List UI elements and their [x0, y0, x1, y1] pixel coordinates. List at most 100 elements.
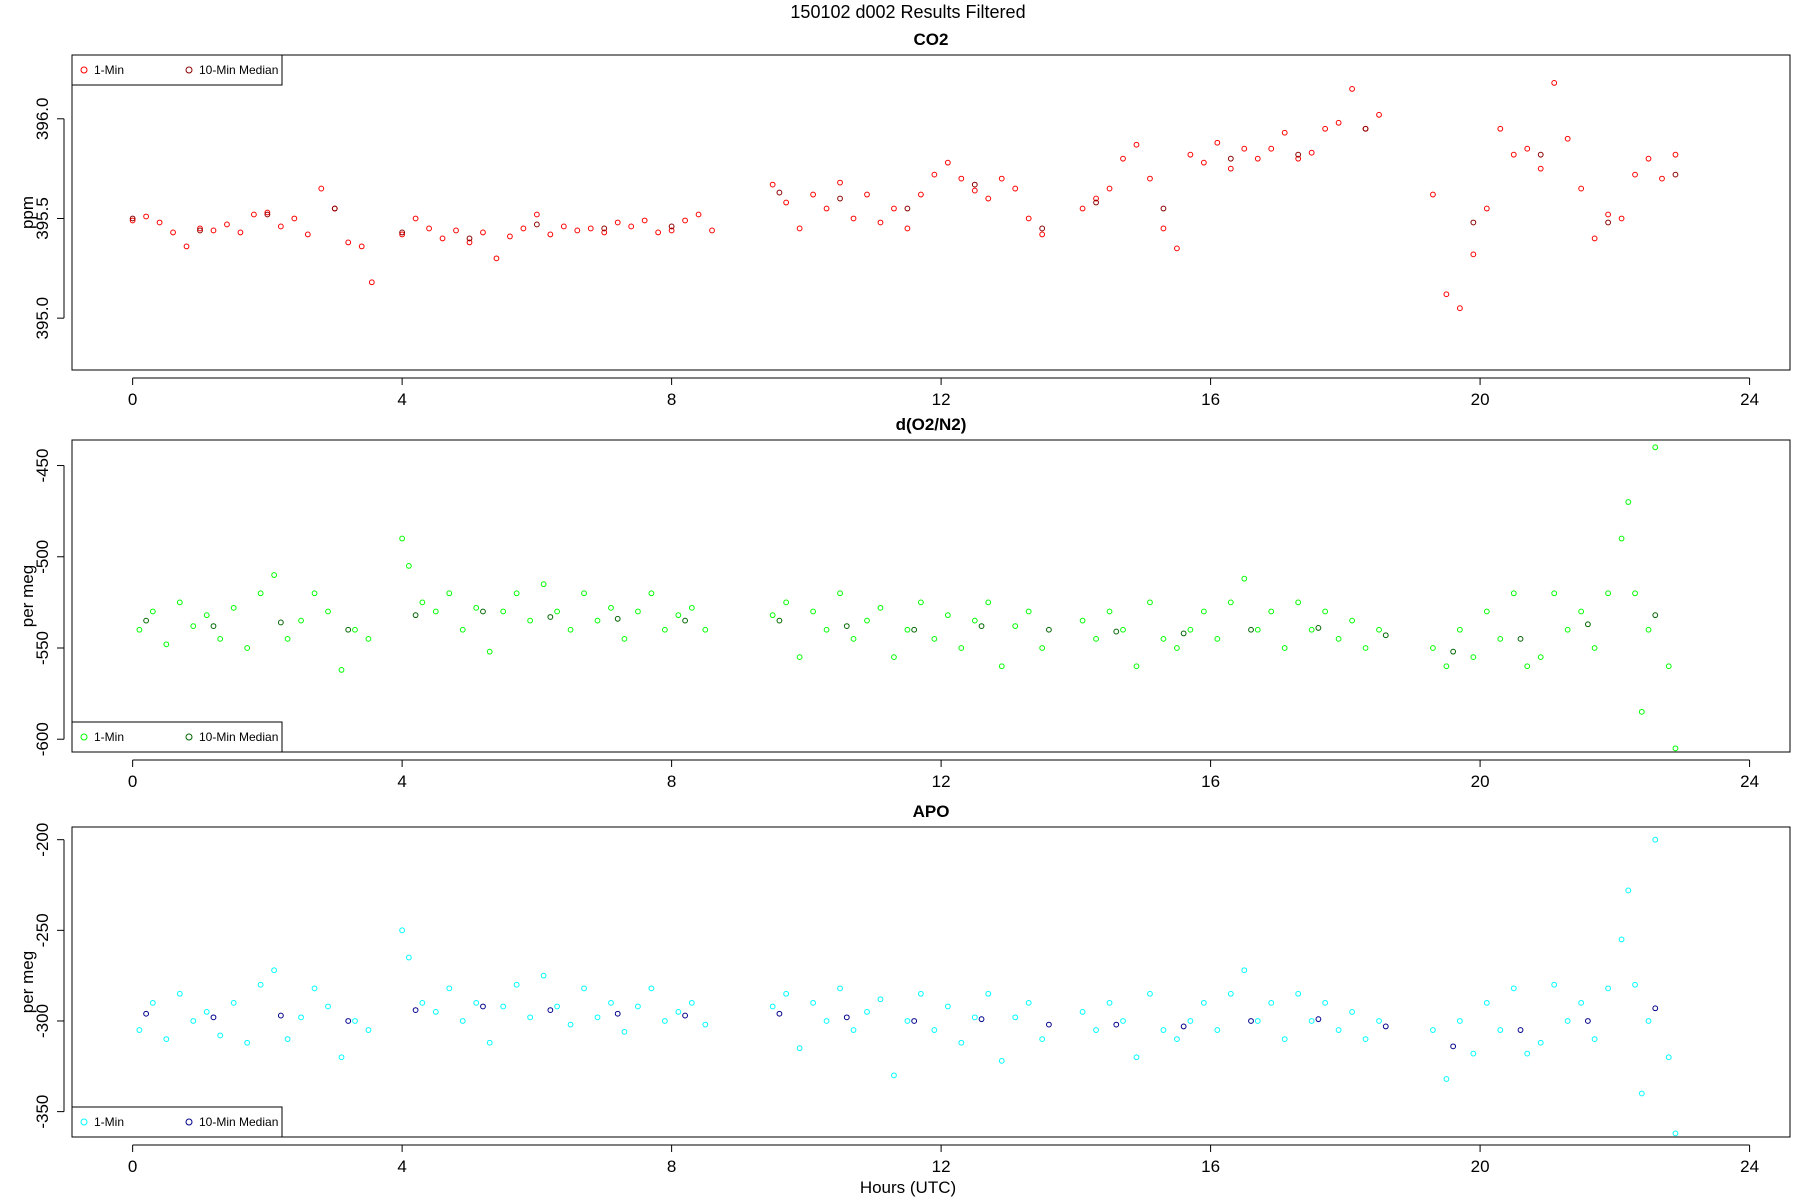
- data-point: [917, 990, 924, 997]
- data-point: [1039, 1036, 1046, 1043]
- data-point: [331, 205, 338, 212]
- data-point: [1564, 626, 1571, 633]
- data-point: [345, 1018, 352, 1024]
- data-point: [1665, 663, 1672, 670]
- data-point: [1537, 151, 1544, 158]
- data-point: [971, 181, 978, 188]
- x-tick-label: 24: [1740, 772, 1759, 791]
- data-point: [1308, 626, 1315, 633]
- data-point: [1517, 1027, 1524, 1033]
- data-point: [931, 171, 938, 178]
- data-point: [473, 999, 480, 1006]
- data-point: [668, 227, 675, 234]
- data-point: [480, 229, 486, 236]
- data-point: [614, 1010, 621, 1017]
- data-point: [338, 666, 345, 673]
- data-point: [540, 581, 547, 588]
- data-point: [1537, 654, 1544, 661]
- data-point: [904, 626, 911, 633]
- data-point: [1632, 981, 1638, 988]
- x-tick-label: 4: [397, 1157, 406, 1176]
- data-point: [1012, 185, 1019, 192]
- data-point: [560, 223, 567, 230]
- data-point: [1591, 645, 1598, 651]
- data-point: [1133, 663, 1140, 670]
- data-point: [399, 535, 406, 542]
- data-point: [608, 999, 614, 1006]
- data-point: [432, 608, 439, 615]
- data-point: [419, 999, 426, 1006]
- data-point: [466, 235, 473, 242]
- data-point: [1578, 608, 1585, 615]
- data-point: [1133, 1054, 1140, 1061]
- data-point: [1430, 1027, 1436, 1033]
- data-point: [1517, 635, 1524, 642]
- y-tick-label: -500: [33, 540, 52, 574]
- data-point: [682, 1012, 688, 1019]
- x-tick-label: 0: [128, 1157, 137, 1176]
- legend-label: 1-Min: [94, 63, 124, 77]
- data-point: [688, 604, 695, 611]
- data-point: [1295, 155, 1302, 162]
- data-point: [1537, 1039, 1544, 1046]
- data-point: [1295, 151, 1302, 158]
- data-point: [143, 1010, 150, 1017]
- data-point: [493, 255, 500, 262]
- data-point: [675, 1009, 682, 1015]
- data-point: [325, 1003, 331, 1010]
- data-point: [661, 1018, 668, 1024]
- legend-box: [71, 721, 283, 753]
- data-point: [1046, 1021, 1052, 1028]
- data-point: [230, 604, 237, 611]
- data-point: [864, 617, 870, 624]
- data-point: [1322, 125, 1329, 132]
- data-point: [1335, 119, 1342, 126]
- x-tick-label: 4: [397, 390, 406, 409]
- data-point: [688, 999, 695, 1006]
- data-point: [1430, 645, 1436, 651]
- data-point: [1652, 1005, 1659, 1012]
- data-point: [614, 615, 621, 622]
- data-point: [1638, 1090, 1645, 1097]
- data-point: [1012, 623, 1019, 630]
- data-point: [1349, 1009, 1355, 1015]
- data-point: [271, 967, 278, 974]
- data-point: [217, 1032, 224, 1039]
- data-point: [257, 981, 264, 988]
- data-point: [1470, 1050, 1477, 1057]
- data-point: [432, 1009, 439, 1015]
- data-point: [776, 189, 783, 196]
- y-axis-title: ppm: [18, 196, 37, 229]
- data-point: [277, 223, 284, 230]
- series-10-min-median: [143, 1003, 1659, 1050]
- legend: 1-Min 10-Min Median: [71, 721, 283, 753]
- series-1-min: [129, 80, 1679, 312]
- data-point: [136, 1027, 143, 1033]
- data-point: [244, 1039, 251, 1046]
- data-point: [1039, 231, 1046, 238]
- data-point: [203, 612, 210, 619]
- data-point: [1046, 626, 1052, 633]
- plot-frame: [71, 826, 1791, 1138]
- panel-apo: APO 0 4 8 12 16 20 24 -350 -300 -250 -200 per meg 1-M…: [18, 802, 1791, 1176]
- data-point: [1605, 985, 1611, 992]
- data-point: [1483, 999, 1490, 1006]
- data-point: [1632, 171, 1638, 178]
- data-point: [1180, 1023, 1187, 1030]
- data-point: [365, 635, 372, 642]
- panel-title: CO2: [914, 30, 949, 49]
- legend-marker: [80, 733, 88, 741]
- data-point: [1281, 129, 1288, 136]
- data-point: [284, 1036, 291, 1043]
- data-point: [466, 239, 473, 246]
- x-tick-label: 0: [128, 390, 137, 409]
- data-point: [304, 231, 311, 238]
- data-point: [608, 604, 614, 611]
- data-point: [1147, 599, 1153, 606]
- data-point: [891, 205, 897, 212]
- data-point: [810, 608, 816, 615]
- data-point: [257, 590, 264, 597]
- data-point: [136, 626, 143, 633]
- data-point: [1039, 225, 1046, 232]
- data-point: [1376, 111, 1382, 118]
